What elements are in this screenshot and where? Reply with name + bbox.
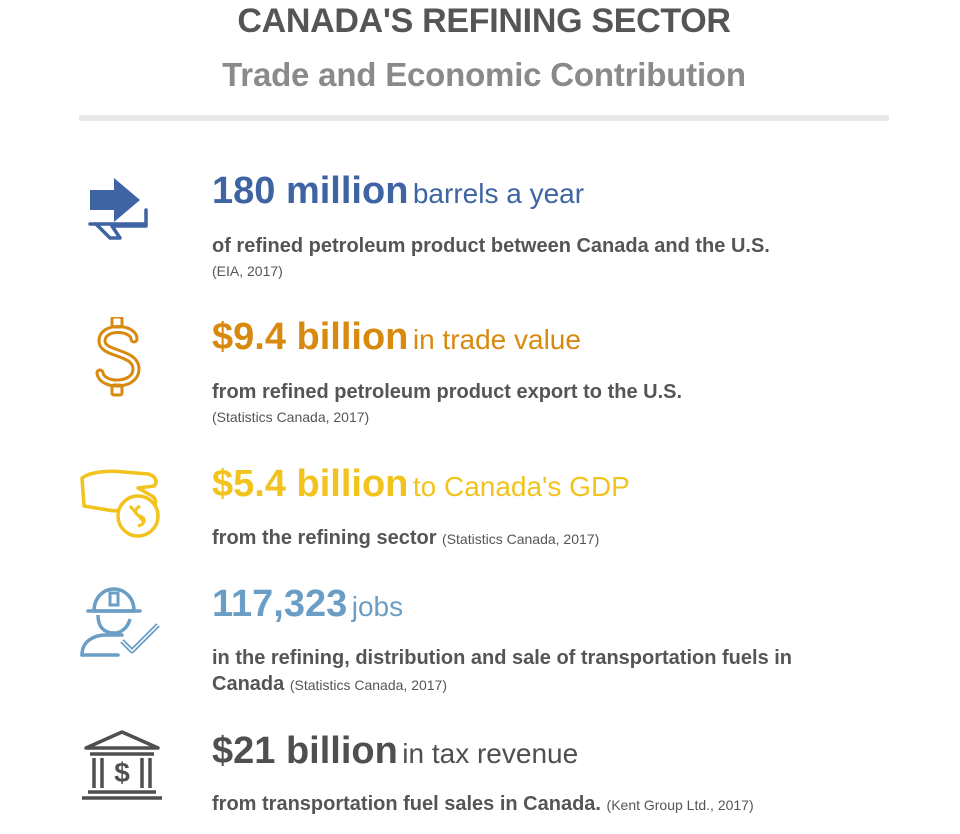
- stat-headline: $21 billion in tax revenue: [212, 732, 578, 770]
- stat-unit: to Canada's GDP: [412, 471, 630, 502]
- exchange-arrows-icon: [86, 176, 156, 252]
- stat-value: $9.4 billion: [212, 316, 409, 358]
- page-title: CANADA'S REFINING SECTOR: [237, 2, 731, 40]
- stat-value: 117,323: [212, 583, 348, 625]
- stat-source: (Kent Group Ltd., 2017): [606, 797, 754, 813]
- stat-source: (EIA, 2017): [212, 263, 283, 279]
- stat-description: from transportation fuel sales in Canada…: [212, 793, 601, 815]
- stat-description: from refined petroleum product export to…: [212, 381, 683, 403]
- stat-source: (Statistics Canada, 2017): [289, 677, 448, 693]
- header-divider: [79, 115, 889, 121]
- stat-headline: $9.4 billion in trade value: [212, 318, 581, 356]
- stat-value: $21 billion: [212, 730, 398, 772]
- stat-description: of refined petroleum product between Can…: [212, 235, 770, 257]
- stat-description: in the refining, distribution and sale o…: [212, 647, 793, 669]
- stat-unit: in trade value: [412, 324, 581, 355]
- stat-value: 180 million: [212, 170, 409, 212]
- stat-unit: jobs: [351, 591, 404, 622]
- page-subtitle: Trade and Economic Contribution: [222, 56, 746, 93]
- stat-source: (Statistics Canada, 2017): [442, 531, 600, 547]
- stat-headline: 117,323 jobs: [212, 585, 403, 623]
- worker-check-icon: [78, 583, 164, 659]
- stat-headline: $5.4 billion to Canada's GDP: [212, 465, 630, 503]
- stat-description-line: from transportation fuel sales in Canada…: [212, 792, 754, 817]
- stat-headline: 180 million barrels a year: [212, 172, 584, 210]
- stat-unit: in tax revenue: [402, 738, 579, 769]
- stat-source: (Statistics Canada, 2017): [212, 409, 370, 425]
- stat-unit: barrels a year: [412, 178, 585, 209]
- stat-description-line: from the refining sector (Statistics Can…: [212, 526, 599, 551]
- svg-text:$: $: [114, 757, 130, 788]
- stat-description: from the refining sector: [212, 527, 437, 549]
- stat-description: Canada: [212, 673, 285, 695]
- dollar-sign-icon: [94, 317, 144, 397]
- hand-coin-icon: [78, 466, 164, 542]
- stat-description-line: Canada (Statistics Canada, 2017): [212, 672, 447, 697]
- stat-value: $5.4 billion: [212, 463, 409, 505]
- bank-building-icon: $: [80, 730, 164, 802]
